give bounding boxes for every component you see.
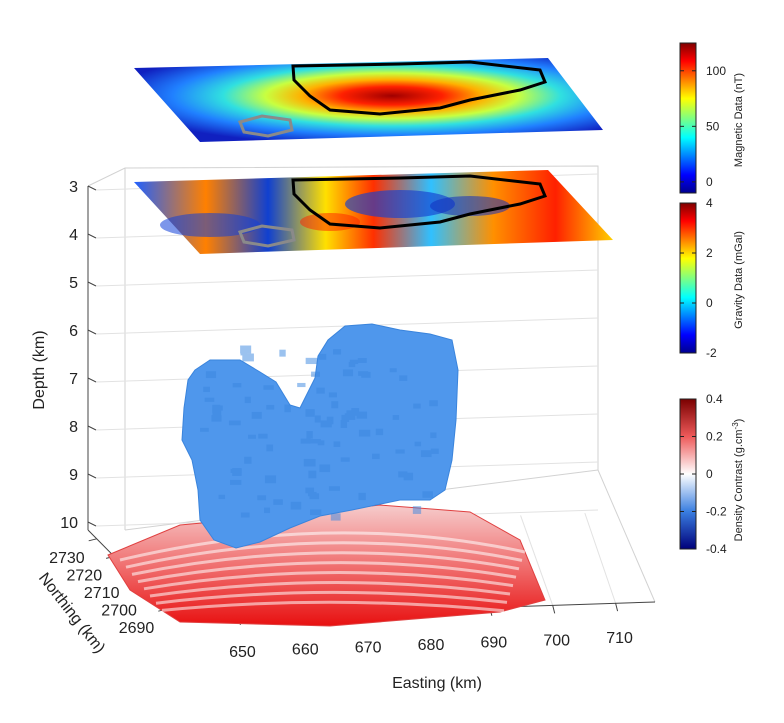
easting-tick-label: 710 xyxy=(606,630,633,647)
negative-density-body xyxy=(181,323,459,549)
gravity-colorbar: 4 2 0 -2 Gravity Data (mGal) xyxy=(679,196,745,360)
northing-tick-label: 2700 xyxy=(101,603,137,620)
gravity-outline-gray xyxy=(237,224,296,248)
northing-tick-label: 2710 xyxy=(84,585,120,602)
depth-tick-label: 5 xyxy=(69,275,78,292)
easting-tick-label: 690 xyxy=(481,635,508,652)
northing-tick-label: 2720 xyxy=(67,567,103,584)
density-colorbar-label: Density Contrast (g.cm-3) xyxy=(731,419,745,542)
magnetic-colorbar-tick: 0 xyxy=(706,175,713,189)
density-colorbar-tick: -0.2 xyxy=(706,505,727,519)
northing-tick-label: 2730 xyxy=(49,550,85,567)
easting-tick-label: 650 xyxy=(229,644,256,661)
easting-tick-label: 670 xyxy=(355,639,382,656)
northing-tick-label: 2690 xyxy=(119,620,155,637)
depth-tick-label: 10 xyxy=(60,515,78,532)
easting-tick-label: 700 xyxy=(543,632,570,649)
magnetic-colorbar-label: Magnetic Data (nT) xyxy=(733,73,745,167)
magnetic-colorbar-tick: 100 xyxy=(706,64,726,78)
depth-tick-label: 3 xyxy=(69,179,78,196)
magnetic-outline-gray xyxy=(237,114,294,138)
magnetic-map xyxy=(134,58,603,142)
gravity-outline-black xyxy=(291,174,548,230)
magnetic-outline-black xyxy=(291,60,548,116)
depth-tick-label: 4 xyxy=(69,227,78,244)
density-colorbar-tick: 0.4 xyxy=(706,392,723,406)
density-colorbar-tick: 0 xyxy=(706,467,713,481)
gravity-colorbar-tick: 2 xyxy=(706,246,713,260)
density-colorbar-tick: -0.4 xyxy=(706,542,727,556)
magnetic-colorbar-tick: 50 xyxy=(706,119,720,133)
gravity-colorbar-label: Gravity Data (mGal) xyxy=(733,231,745,329)
gravity-colorbar-tick: -2 xyxy=(706,346,717,360)
easting-tick-label: 660 xyxy=(292,642,319,659)
gravity-map xyxy=(134,170,613,254)
depth-ticks: 3 4 5 6 7 8 9 10 xyxy=(60,179,97,532)
depth-tick-label: 8 xyxy=(69,419,78,436)
depth-tick-label: 7 xyxy=(69,371,78,388)
depth-tick-label: 9 xyxy=(69,467,78,484)
depth-tick-label: 6 xyxy=(69,323,78,340)
density-colorbar: 0.4 0.2 0 -0.2 -0.4 Density Contrast (g.cm-3… xyxy=(679,392,745,556)
gravity-colorbar-tick: 4 xyxy=(706,196,713,210)
depth-axis-label: Depth (km) xyxy=(31,330,48,409)
gravity-colorbar-tick: 0 xyxy=(706,296,713,310)
magnetic-colorbar: 100 50 0 Magnetic Data (nT) xyxy=(679,42,745,194)
easting-axis-label: Easting (km) xyxy=(392,675,482,692)
easting-tick-label: 680 xyxy=(418,637,445,654)
density-colorbar-tick: 0.2 xyxy=(706,430,723,444)
